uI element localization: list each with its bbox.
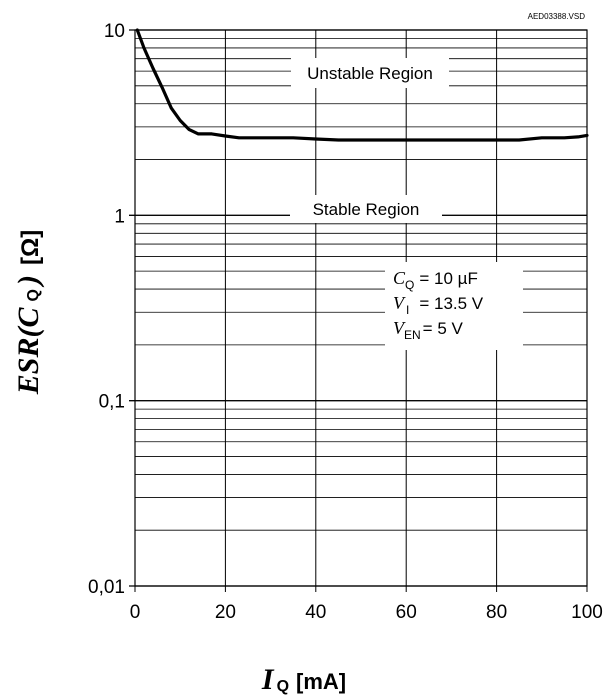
unstable-label-background	[291, 58, 449, 88]
x-tick-label: 40	[305, 602, 326, 623]
y-tick-label: 1	[114, 206, 125, 227]
esr-curve	[135, 28, 589, 142]
y-tick-label: 10	[104, 21, 125, 42]
condition-vi: V I = 13.5 V	[393, 293, 484, 317]
plot-frame	[134, 29, 588, 587]
x-tick-label: 80	[486, 602, 507, 623]
reference-label: AED03388.VSD	[528, 12, 586, 21]
x-tick-label: 60	[396, 602, 417, 623]
x-tick-label: 20	[215, 602, 236, 623]
condition-ven: VEN = 5 V	[393, 318, 464, 342]
y-tick-label: 0,1	[99, 392, 125, 413]
y-axis-label: ESR(CQ)[Ω]	[12, 230, 45, 395]
x-axis-label: I Q [mA]	[261, 663, 346, 696]
unstable-region-label: Unstable Region	[307, 64, 433, 83]
y-tick-label: 0,01	[88, 577, 125, 598]
x-tick-label: 0	[130, 602, 141, 623]
stable-label-background	[290, 195, 442, 223]
label-backgrounds	[290, 58, 523, 350]
condition-cq: CQ = 10 µF	[393, 268, 478, 292]
conditions-background	[385, 262, 523, 350]
tick-labels: 0 20 40 60 80 100 0,01 0,1 1 10	[88, 21, 603, 623]
stable-region-label: Stable Region	[313, 200, 420, 219]
x-tick-label: 100	[571, 602, 603, 623]
